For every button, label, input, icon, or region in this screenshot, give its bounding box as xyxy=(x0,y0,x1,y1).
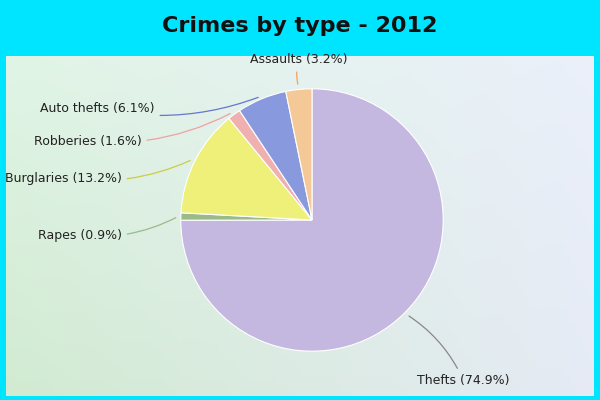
Wedge shape xyxy=(181,213,312,220)
Wedge shape xyxy=(286,89,312,220)
Text: Rapes (0.9%): Rapes (0.9%) xyxy=(38,218,176,242)
Wedge shape xyxy=(229,111,312,220)
Text: Assaults (3.2%): Assaults (3.2%) xyxy=(250,54,347,84)
Text: Crimes by type - 2012: Crimes by type - 2012 xyxy=(163,16,437,36)
Wedge shape xyxy=(181,118,312,220)
Wedge shape xyxy=(181,89,443,351)
Wedge shape xyxy=(239,92,312,220)
Text: Burglaries (13.2%): Burglaries (13.2%) xyxy=(5,160,190,184)
Text: City-Data.com: City-Data.com xyxy=(500,72,585,85)
Text: Thefts (74.9%): Thefts (74.9%) xyxy=(409,316,509,386)
Text: Robberies (1.6%): Robberies (1.6%) xyxy=(34,114,230,148)
Text: Auto thefts (6.1%): Auto thefts (6.1%) xyxy=(40,97,258,116)
